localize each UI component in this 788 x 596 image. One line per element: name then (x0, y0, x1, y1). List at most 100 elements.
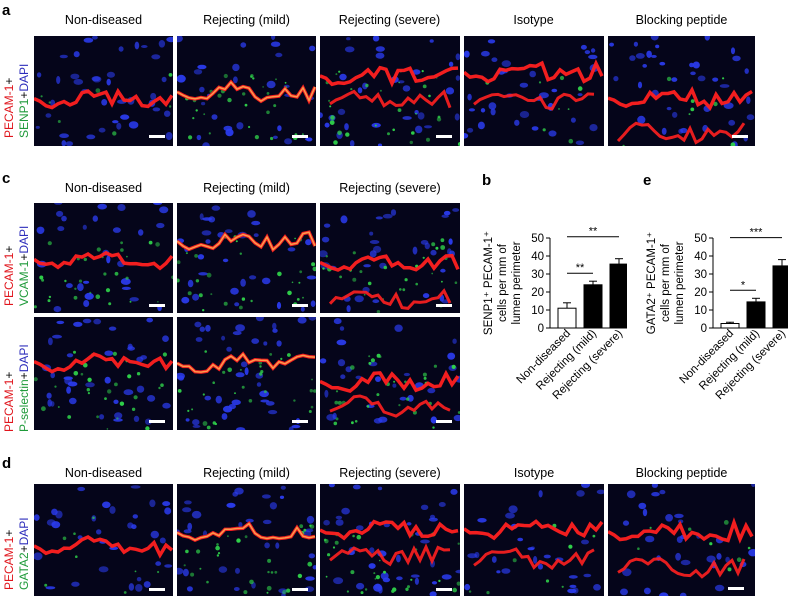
scale-bar (292, 420, 308, 423)
stain-label-c1: PECAM-1+ (2, 245, 16, 306)
micrograph-a-isotype-image (464, 39, 604, 146)
micrograph-d-blocking-image (608, 484, 755, 596)
micrograph-d-non-diseased (34, 484, 173, 596)
scale-bar (436, 135, 452, 138)
col-title-a-blocking: Blocking peptide (635, 13, 728, 27)
chart-b-ytick-label: 20 (531, 287, 544, 299)
bar-chart-b: SENP1⁺ PECAM-1⁺ cells per mm of lumen peri… (483, 226, 627, 402)
scale-bar (436, 420, 452, 423)
scale-bar (149, 420, 165, 423)
micrograph-d-isotype-image (464, 484, 604, 595)
scale-bar (292, 135, 308, 138)
panel-letter-a: a (2, 2, 11, 19)
micrograph-c-vcam-mild-image (177, 205, 316, 312)
micrograph-c-pselectin-non-diseased-image (34, 317, 173, 430)
col-title-d-isotype: Isotype (513, 466, 555, 480)
micrograph-c-vcam-severe-image (320, 208, 460, 313)
col-title-d-severe: Rejecting (severe) (339, 466, 441, 480)
chart-e-significance-label-0: * (741, 279, 746, 291)
scale-bar (292, 588, 308, 591)
bar-chart-e: GATA2⁺ PECAM-1⁺ cells per mm of lumen peri… (646, 227, 788, 402)
micrograph-d-mild (177, 484, 316, 596)
stain-label-a: PECAM-1+ (2, 77, 16, 138)
stain-label-d: PECAM-1+ (2, 529, 16, 590)
micrograph-a-non-diseased-image (34, 36, 173, 146)
chart-e-ytick-label: 10 (694, 305, 707, 317)
chart-e-ytick-label: 30 (694, 269, 707, 281)
chart-b-ylabel-line-1: cells per mm of (497, 243, 509, 322)
micrograph-c-vcam-non-diseased-image (34, 203, 173, 313)
chart-e-ylabel-line-0: GATA2⁺ PECAM-1⁺ (646, 232, 658, 334)
chart-e-ytick-label: 20 (694, 287, 707, 299)
col-title-a-mild: Rejecting (mild) (203, 13, 290, 27)
stain-label-d-line2: GATA2+DAPI (17, 517, 31, 590)
col-title-d-mild: Rejecting (mild) (203, 466, 290, 480)
scale-bar (436, 304, 452, 307)
chart-b-ytick-label: 0 (538, 323, 544, 335)
col-title-c-mild: Rejecting (mild) (203, 181, 290, 195)
chart-b-bar-2 (609, 263, 627, 329)
stain-label-a-line2: SENP1+DAPI (17, 63, 31, 138)
micrograph-d-blocking (608, 484, 755, 596)
chart-b-significance-label-0: ** (576, 262, 585, 274)
micrograph-d-isotype (464, 484, 604, 596)
chart-e-significance-label-1: *** (750, 227, 764, 239)
chart-e-bar-0 (720, 323, 740, 329)
panel-letter-b: b (482, 172, 492, 189)
micrograph-d-non-diseased-image (34, 485, 173, 594)
col-title-c-severe: Rejecting (severe) (339, 181, 441, 195)
micrograph-a-blocking (608, 36, 755, 146)
scale-bar (436, 588, 452, 591)
panel-letter-d: d (2, 455, 12, 472)
chart-b-ylabel-line-2: lumen perimeter (511, 241, 523, 324)
panel-letter-e: e (643, 172, 652, 189)
micrograph-c-pselectin-severe (320, 317, 460, 430)
micrograph-a-severe (320, 36, 460, 146)
scale-bar (149, 304, 165, 307)
chart-b-ytick-label: 10 (531, 305, 544, 317)
scale-bar (732, 135, 748, 138)
col-title-c-non-diseased: Non-diseased (64, 181, 143, 195)
chart-b-ylabel-line-0: SENP1⁺ PECAM-1⁺ (483, 231, 495, 335)
micrograph-d-severe (320, 484, 460, 596)
col-title-a-non-diseased: Non-diseased (64, 13, 143, 27)
micrograph-a-non-diseased (34, 36, 173, 146)
micrograph-c-pselectin-non-diseased (34, 317, 173, 430)
chart-e-ylabel-line-2: lumen perimeter (674, 241, 686, 324)
chart-b-bar-1 (583, 284, 603, 329)
micrograph-c-vcam-non-diseased (34, 203, 173, 313)
scale-bar (292, 304, 308, 307)
micrograph-a-isotype (464, 36, 604, 146)
stain-label-c2: PECAM-1+ (2, 371, 16, 432)
col-title-d-blocking: Blocking peptide (635, 466, 728, 480)
chart-b-ytick-label: 40 (531, 251, 544, 263)
micrograph-a-severe-image (320, 36, 460, 146)
chart-e-bar-2 (772, 265, 788, 329)
micrograph-c-pselectin-severe-image (320, 318, 460, 429)
chart-e-bar-1 (746, 301, 766, 329)
stain-label-c1-line2: VCAM-1+DAPI (17, 225, 31, 306)
scale-bar (149, 588, 165, 591)
chart-e-ytick-label: 40 (694, 251, 707, 263)
panel-letter-c: c (2, 170, 11, 187)
chart-b-significance-label-1: ** (589, 226, 598, 238)
col-title-a-isotype: Isotype (513, 13, 554, 27)
chart-e-ytick-label: 0 (701, 323, 707, 335)
stain-label-c2-line2: P-selectin+DAPI (17, 344, 31, 432)
micrograph-c-pselectin-mild (177, 317, 316, 430)
chart-b-ytick-label: 50 (531, 233, 544, 245)
micrograph-d-severe-image (320, 484, 460, 596)
micrograph-d-mild-image (177, 485, 316, 596)
scale-bar (149, 135, 165, 138)
micrograph-a-mild-image (177, 36, 316, 146)
chart-b-bar-0 (557, 307, 577, 329)
scale-bar (728, 587, 744, 590)
micrograph-a-mild (177, 36, 316, 146)
chart-e-ylabel-line-1: cells per mm of (660, 243, 672, 322)
col-title-d-non-diseased: Non-diseased (64, 466, 143, 480)
chart-e-ytick-label: 50 (694, 233, 707, 245)
col-title-a-severe: Rejecting (severe) (338, 13, 441, 27)
micrograph-c-vcam-severe (320, 203, 460, 313)
chart-b-ytick-label: 30 (531, 269, 544, 281)
micrograph-a-blocking-image (608, 36, 755, 146)
